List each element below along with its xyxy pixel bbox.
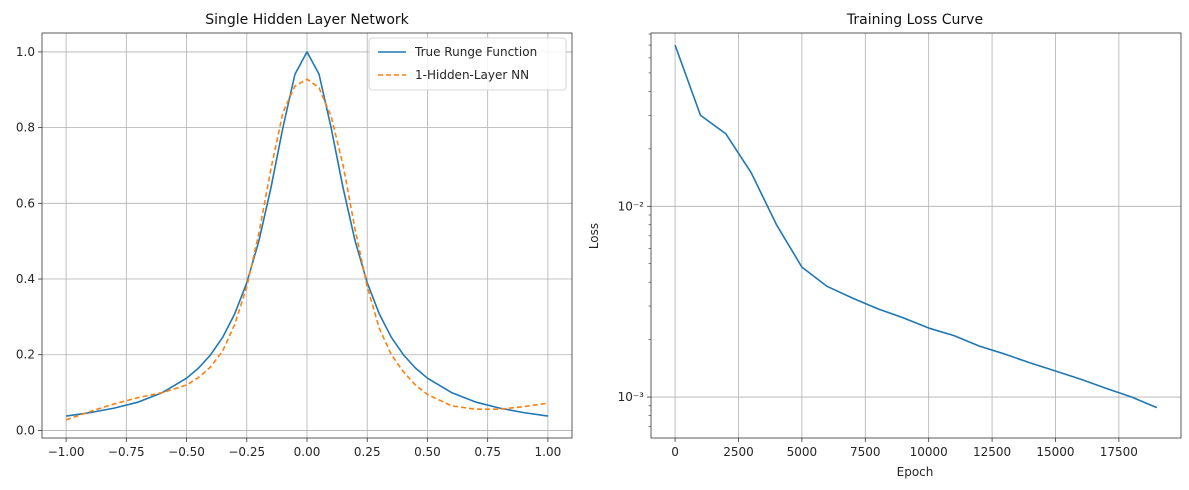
series-line-0 bbox=[65, 51, 549, 417]
legend-label-true-runge: True Runge Function bbox=[414, 45, 537, 59]
series-line-0 bbox=[674, 44, 1158, 409]
y-tick-label: 0.6 bbox=[16, 196, 35, 210]
loss-x-ticks: 0 2500 5000 7500 10000 12500 15000 17500 bbox=[671, 438, 1138, 459]
x-tick-label: 5000 bbox=[787, 445, 818, 459]
loss-y-axis-label: Loss bbox=[587, 223, 601, 249]
x-tick-label: 0 bbox=[671, 445, 679, 459]
runge-legend: True Runge Function 1-Hidden-Layer NN bbox=[368, 37, 567, 91]
loss-x-axis-label: Epoch bbox=[897, 465, 934, 479]
loss-y-ticks: 10⁻³ 10⁻² bbox=[618, 33, 651, 427]
x-tick-label: 0.50 bbox=[414, 445, 441, 459]
runge-x-ticks: −1.00 −0.75 −0.50 −0.25 0.00 0.25 0.50 0.75 1.00 bbox=[48, 438, 562, 459]
x-tick-label: 2500 bbox=[723, 445, 754, 459]
loss-chart-title: Training Loss Curve bbox=[846, 12, 983, 28]
runge-chart: Single Hidden Layer Network −1.00 −0.75 −0… bbox=[16, 12, 573, 459]
x-tick-label: −0.50 bbox=[168, 445, 205, 459]
x-tick-label: 0.00 bbox=[294, 445, 321, 459]
y-tick-label: 10⁻² bbox=[618, 199, 645, 213]
runge-grid bbox=[42, 33, 572, 438]
x-tick-label: −0.75 bbox=[108, 445, 145, 459]
y-tick-label: 1.0 bbox=[16, 45, 35, 59]
x-tick-label: 1.00 bbox=[535, 445, 562, 459]
runge-series bbox=[65, 51, 549, 421]
y-tick-label: 0.4 bbox=[16, 272, 35, 286]
loss-chart: Training Loss Curve 0 2500 5000 7500 10000 12… bbox=[587, 12, 1182, 479]
x-tick-label: 15000 bbox=[1036, 445, 1074, 459]
y-tick-label: 0.8 bbox=[16, 121, 35, 135]
runge-y-ticks: 0.0 0.2 0.4 0.6 0.8 1.0 bbox=[16, 45, 42, 437]
x-tick-label: 12500 bbox=[973, 445, 1011, 459]
y-tick-label: 0.2 bbox=[16, 348, 35, 362]
x-tick-label: 10000 bbox=[910, 445, 948, 459]
series-line-1 bbox=[65, 78, 549, 421]
y-tick-label: 10⁻³ bbox=[618, 390, 645, 404]
x-tick-label: 0.25 bbox=[354, 445, 381, 459]
x-tick-label: −1.00 bbox=[48, 445, 85, 459]
x-tick-label: 17500 bbox=[1100, 445, 1138, 459]
loss-plot-area bbox=[651, 33, 1181, 438]
loss-series bbox=[674, 44, 1158, 409]
loss-grid bbox=[651, 33, 1181, 438]
legend-box bbox=[368, 37, 567, 91]
runge-chart-title: Single Hidden Layer Network bbox=[205, 12, 409, 28]
x-tick-label: 7500 bbox=[850, 445, 881, 459]
legend-label-nn: 1-Hidden-Layer NN bbox=[415, 68, 529, 82]
x-tick-label: −0.25 bbox=[228, 445, 265, 459]
x-tick-label: 0.75 bbox=[474, 445, 501, 459]
loss-axes-frame bbox=[650, 32, 1182, 439]
y-tick-label: 0.0 bbox=[16, 423, 35, 437]
